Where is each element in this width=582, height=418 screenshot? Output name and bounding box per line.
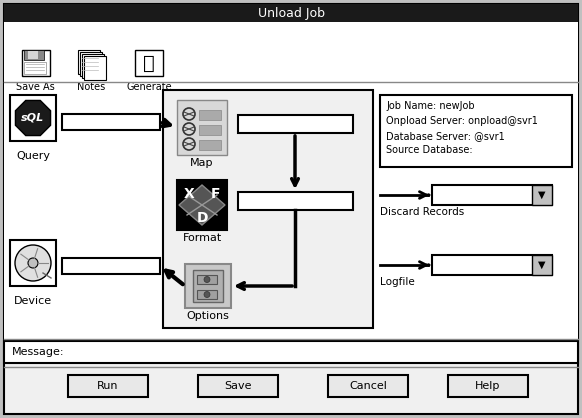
- Text: Help: Help: [475, 381, 501, 391]
- Bar: [24, 50, 44, 60]
- Bar: [78, 50, 100, 74]
- Bar: [197, 275, 217, 284]
- Bar: [177, 180, 227, 230]
- Polygon shape: [179, 185, 225, 225]
- Bar: [238, 115, 353, 133]
- Text: 出: 出: [143, 54, 155, 72]
- Text: Unload Job: Unload Job: [257, 7, 325, 20]
- Text: Save As: Save As: [16, 82, 54, 92]
- Bar: [84, 56, 106, 80]
- Bar: [4, 4, 578, 22]
- Bar: [198, 375, 278, 397]
- Text: Notes: Notes: [77, 82, 105, 92]
- Bar: [80, 52, 102, 76]
- Bar: [432, 185, 552, 205]
- Text: Map: Map: [190, 158, 214, 168]
- Bar: [68, 375, 148, 397]
- Bar: [328, 375, 408, 397]
- Text: Logfile: Logfile: [380, 277, 415, 287]
- Text: Discard Records: Discard Records: [380, 207, 464, 217]
- Text: sQL: sQL: [22, 113, 45, 123]
- Bar: [10, 95, 56, 141]
- Text: Message:: Message:: [12, 347, 65, 357]
- Bar: [199, 110, 221, 120]
- Bar: [4, 82, 578, 339]
- Text: Save: Save: [224, 381, 252, 391]
- Text: Device: Device: [14, 296, 52, 306]
- Bar: [532, 255, 552, 275]
- Bar: [62, 258, 160, 274]
- Bar: [199, 140, 221, 150]
- Circle shape: [204, 291, 210, 298]
- Circle shape: [28, 258, 38, 268]
- Text: Job Name: newJob
Onpload Server: onpload@svr1
Database Server: @svr1
Source Data: Job Name: newJob Onpload Server: onpload…: [386, 101, 538, 155]
- Bar: [197, 290, 217, 299]
- Bar: [177, 100, 227, 155]
- Bar: [185, 264, 231, 308]
- Bar: [28, 51, 38, 59]
- Bar: [82, 54, 104, 78]
- Text: Cancel: Cancel: [349, 381, 387, 391]
- Bar: [62, 114, 160, 130]
- Bar: [22, 50, 50, 76]
- Text: ▼: ▼: [538, 260, 546, 270]
- Circle shape: [15, 245, 51, 281]
- Circle shape: [204, 276, 210, 283]
- Text: Options: Options: [187, 311, 229, 321]
- Bar: [10, 240, 56, 286]
- Text: ▼: ▼: [538, 190, 546, 200]
- Text: D: D: [196, 211, 208, 225]
- Bar: [238, 192, 353, 210]
- Text: Run: Run: [97, 381, 119, 391]
- Bar: [163, 90, 373, 328]
- Text: X: X: [184, 187, 194, 201]
- Text: F: F: [210, 187, 220, 201]
- Bar: [199, 125, 221, 135]
- Text: Query: Query: [16, 151, 50, 161]
- Polygon shape: [16, 100, 51, 135]
- Bar: [4, 341, 578, 363]
- Bar: [135, 50, 163, 76]
- Text: Generate: Generate: [126, 82, 172, 92]
- Bar: [448, 375, 528, 397]
- Bar: [380, 95, 572, 167]
- Bar: [193, 270, 223, 302]
- Bar: [532, 185, 552, 205]
- Text: Format: Format: [182, 233, 222, 243]
- Bar: [24, 62, 46, 74]
- Bar: [4, 22, 578, 82]
- Bar: [432, 255, 552, 275]
